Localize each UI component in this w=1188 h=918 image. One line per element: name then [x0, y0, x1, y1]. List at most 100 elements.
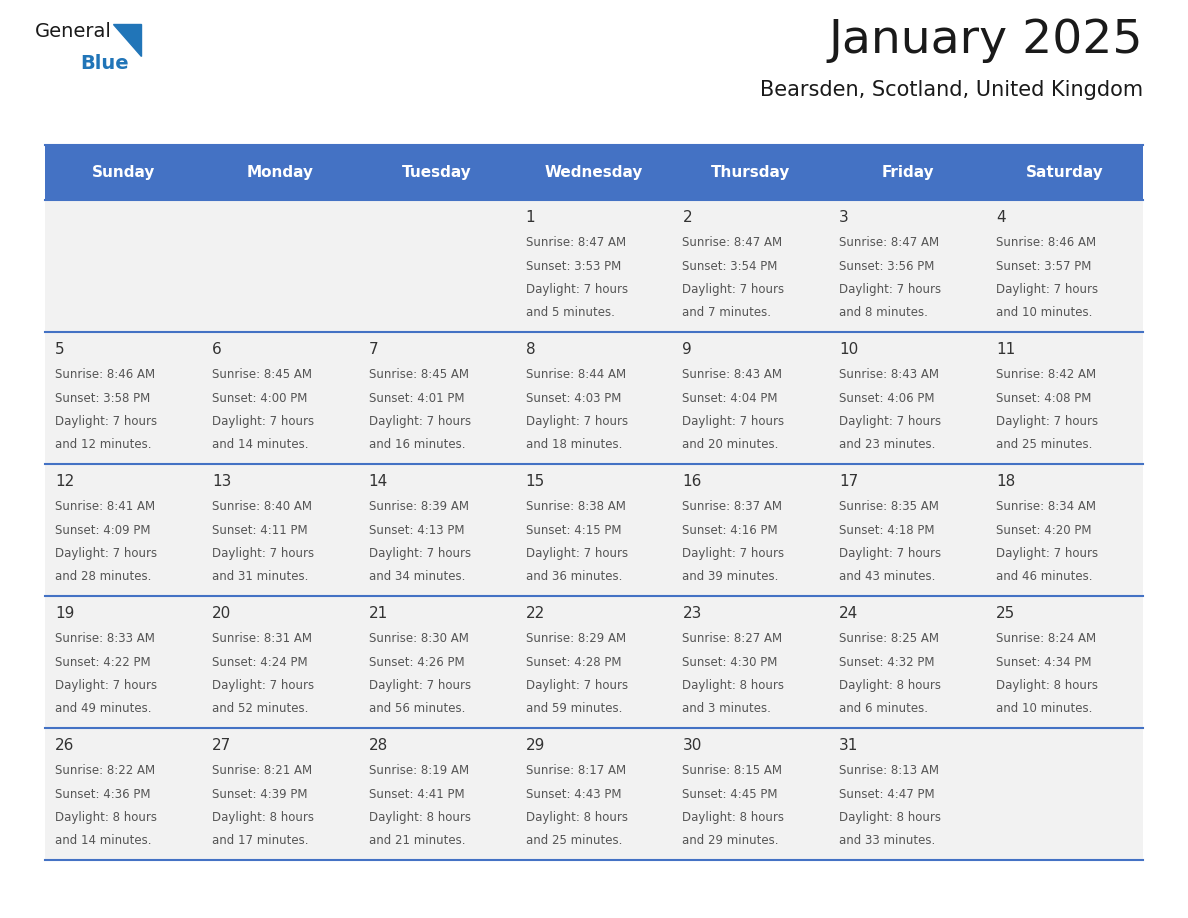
Text: Daylight: 7 hours: Daylight: 7 hours [682, 283, 784, 296]
Text: Sunrise: 8:45 AM: Sunrise: 8:45 AM [368, 368, 469, 381]
Text: Sunrise: 8:17 AM: Sunrise: 8:17 AM [525, 764, 626, 777]
Text: Sunrise: 8:45 AM: Sunrise: 8:45 AM [211, 368, 312, 381]
Text: Daylight: 7 hours: Daylight: 7 hours [525, 283, 627, 296]
Text: 29: 29 [525, 738, 545, 753]
Text: and 39 minutes.: and 39 minutes. [682, 570, 779, 584]
Text: Sunset: 4:39 PM: Sunset: 4:39 PM [211, 788, 308, 800]
Text: and 17 minutes.: and 17 minutes. [211, 834, 309, 847]
Text: Sunrise: 8:37 AM: Sunrise: 8:37 AM [682, 500, 783, 513]
Text: Sunset: 4:47 PM: Sunset: 4:47 PM [839, 788, 935, 800]
Text: Sunrise: 8:41 AM: Sunrise: 8:41 AM [55, 500, 156, 513]
Bar [45, 728, 1143, 860]
Text: and 36 minutes.: and 36 minutes. [525, 570, 623, 584]
Text: 24: 24 [839, 606, 859, 621]
Text: Daylight: 7 hours: Daylight: 7 hours [525, 547, 627, 560]
Text: Daylight: 7 hours: Daylight: 7 hours [997, 283, 1098, 296]
Text: Sunset: 4:30 PM: Sunset: 4:30 PM [682, 655, 778, 668]
Text: Sunset: 4:32 PM: Sunset: 4:32 PM [839, 655, 935, 668]
Text: Bearsden, Scotland, United Kingdom: Bearsden, Scotland, United Kingdom [760, 80, 1143, 100]
Text: Sunrise: 8:47 AM: Sunrise: 8:47 AM [525, 236, 626, 249]
Text: 4: 4 [997, 210, 1006, 225]
Text: Sunrise: 8:30 AM: Sunrise: 8:30 AM [368, 632, 468, 645]
Text: and 34 minutes.: and 34 minutes. [368, 570, 465, 584]
Text: Wednesday: Wednesday [545, 165, 643, 180]
Text: Sunrise: 8:47 AM: Sunrise: 8:47 AM [682, 236, 783, 249]
Text: Sunset: 4:18 PM: Sunset: 4:18 PM [839, 523, 935, 536]
Text: and 46 minutes.: and 46 minutes. [997, 570, 1093, 584]
Text: 17: 17 [839, 474, 859, 489]
Text: 27: 27 [211, 738, 232, 753]
Text: Sunrise: 8:33 AM: Sunrise: 8:33 AM [55, 632, 154, 645]
Text: and 6 minutes.: and 6 minutes. [839, 702, 928, 715]
Text: Sunrise: 8:46 AM: Sunrise: 8:46 AM [55, 368, 156, 381]
Text: Sunset: 4:11 PM: Sunset: 4:11 PM [211, 523, 308, 536]
Text: Sunrise: 8:13 AM: Sunrise: 8:13 AM [839, 764, 940, 777]
Text: Sunrise: 8:15 AM: Sunrise: 8:15 AM [682, 764, 783, 777]
Text: Sunrise: 8:21 AM: Sunrise: 8:21 AM [211, 764, 312, 777]
Text: Daylight: 7 hours: Daylight: 7 hours [682, 415, 784, 428]
Text: 5: 5 [55, 342, 64, 357]
Text: and 25 minutes.: and 25 minutes. [525, 834, 623, 847]
Text: Daylight: 7 hours: Daylight: 7 hours [682, 547, 784, 560]
Bar [202, 145, 359, 200]
Text: 10: 10 [839, 342, 859, 357]
Text: Sunrise: 8:31 AM: Sunrise: 8:31 AM [211, 632, 312, 645]
Text: Daylight: 7 hours: Daylight: 7 hours [839, 415, 941, 428]
Text: Daylight: 7 hours: Daylight: 7 hours [55, 415, 157, 428]
Text: and 33 minutes.: and 33 minutes. [839, 834, 935, 847]
Text: 12: 12 [55, 474, 74, 489]
Text: Sunset: 4:09 PM: Sunset: 4:09 PM [55, 523, 151, 536]
Text: Sunset: 4:26 PM: Sunset: 4:26 PM [368, 655, 465, 668]
Text: Daylight: 7 hours: Daylight: 7 hours [368, 679, 470, 692]
Text: and 49 minutes.: and 49 minutes. [55, 702, 152, 715]
Text: and 16 minutes.: and 16 minutes. [368, 439, 466, 452]
Text: Sunrise: 8:22 AM: Sunrise: 8:22 AM [55, 764, 156, 777]
Text: 30: 30 [682, 738, 702, 753]
Text: Daylight: 7 hours: Daylight: 7 hours [997, 415, 1098, 428]
Text: 8: 8 [525, 342, 536, 357]
Text: Sunrise: 8:39 AM: Sunrise: 8:39 AM [368, 500, 469, 513]
Text: and 25 minutes.: and 25 minutes. [997, 439, 1093, 452]
Text: Sunset: 4:36 PM: Sunset: 4:36 PM [55, 788, 151, 800]
Text: Sunrise: 8:43 AM: Sunrise: 8:43 AM [839, 368, 940, 381]
Text: Daylight: 8 hours: Daylight: 8 hours [55, 811, 157, 824]
Text: Daylight: 8 hours: Daylight: 8 hours [368, 811, 470, 824]
Text: and 10 minutes.: and 10 minutes. [997, 307, 1093, 319]
Bar [986, 145, 1143, 200]
Text: and 21 minutes.: and 21 minutes. [368, 834, 466, 847]
Text: Sunrise: 8:24 AM: Sunrise: 8:24 AM [997, 632, 1097, 645]
Text: Sunrise: 8:46 AM: Sunrise: 8:46 AM [997, 236, 1097, 249]
Text: Sunset: 3:56 PM: Sunset: 3:56 PM [839, 260, 935, 273]
Text: Daylight: 7 hours: Daylight: 7 hours [211, 415, 314, 428]
Text: and 10 minutes.: and 10 minutes. [997, 702, 1093, 715]
Text: Sunrise: 8:42 AM: Sunrise: 8:42 AM [997, 368, 1097, 381]
Text: Sunset: 3:53 PM: Sunset: 3:53 PM [525, 260, 621, 273]
Text: Daylight: 7 hours: Daylight: 7 hours [55, 547, 157, 560]
Text: Thursday: Thursday [712, 165, 790, 180]
Text: 26: 26 [55, 738, 75, 753]
Text: Sunrise: 8:35 AM: Sunrise: 8:35 AM [839, 500, 940, 513]
Bar [829, 145, 986, 200]
Text: Sunset: 4:15 PM: Sunset: 4:15 PM [525, 523, 621, 536]
Text: 1: 1 [525, 210, 536, 225]
Text: and 5 minutes.: and 5 minutes. [525, 307, 614, 319]
Text: Sunrise: 8:44 AM: Sunrise: 8:44 AM [525, 368, 626, 381]
Text: Saturday: Saturday [1025, 165, 1104, 180]
Text: and 52 minutes.: and 52 minutes. [211, 702, 308, 715]
Text: 25: 25 [997, 606, 1016, 621]
Text: Sunset: 4:01 PM: Sunset: 4:01 PM [368, 391, 465, 405]
Text: Sunset: 4:04 PM: Sunset: 4:04 PM [682, 391, 778, 405]
Text: Sunset: 3:58 PM: Sunset: 3:58 PM [55, 391, 150, 405]
Text: Sunset: 4:34 PM: Sunset: 4:34 PM [997, 655, 1092, 668]
Text: Sunset: 4:00 PM: Sunset: 4:00 PM [211, 391, 308, 405]
Bar [359, 145, 516, 200]
Text: 28: 28 [368, 738, 388, 753]
Text: Sunrise: 8:34 AM: Sunrise: 8:34 AM [997, 500, 1097, 513]
Text: 21: 21 [368, 606, 388, 621]
Text: and 23 minutes.: and 23 minutes. [839, 439, 936, 452]
Text: Daylight: 8 hours: Daylight: 8 hours [997, 679, 1098, 692]
Text: and 59 minutes.: and 59 minutes. [525, 702, 623, 715]
Text: 9: 9 [682, 342, 693, 357]
Text: and 12 minutes.: and 12 minutes. [55, 439, 152, 452]
Text: Sunset: 4:16 PM: Sunset: 4:16 PM [682, 523, 778, 536]
